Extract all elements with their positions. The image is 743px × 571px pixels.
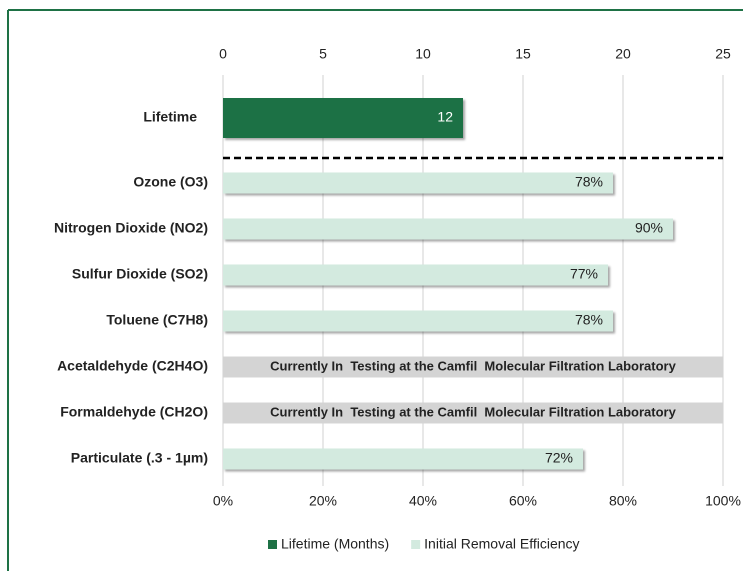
x2-tick-label: 40% [409,493,437,509]
category-label: Lifetime [143,109,197,125]
x2-tick-label: 0% [213,493,233,509]
category-label: Sulfur Dioxide (SO2) [72,266,208,282]
legend-label: Lifetime (Months) [281,536,389,552]
x-tick-label: 25 [715,46,731,62]
bar [223,98,463,138]
x2-tick-label: 100% [705,493,741,509]
legend-label: Initial Removal Efficiency [424,536,579,552]
testing-bar [223,402,723,424]
x-tick-label: 10 [415,46,431,62]
x-tick-label: 15 [515,46,531,62]
value-label: 90% [635,220,663,236]
bar [223,448,583,470]
bar [223,218,673,240]
annotation: Currently In Testing at the Camfil Molec… [270,404,676,419]
category-label: Particulate (.3 - 1µm) [71,450,208,466]
testing-bar [223,356,723,378]
category-label: Nitrogen Dioxide (NO2) [54,220,208,236]
bar [223,172,613,194]
legend-swatch [268,540,277,549]
x2-tick-label: 80% [609,493,637,509]
x-tick-label: 5 [319,46,327,62]
x2-tick-label: 20% [309,493,337,509]
value-label: 78% [575,174,603,190]
value-label: 77% [570,266,598,282]
x-tick-label: 0 [219,46,227,62]
bar [223,264,608,286]
value-label: 72% [545,450,573,466]
value-label: 78% [575,312,603,328]
category-label: Ozone (O3) [133,174,208,190]
legend-swatch [411,540,421,549]
x-tick-label: 20 [615,46,631,62]
x2-tick-label: 60% [509,493,537,509]
category-label: Formaldehyde (CH2O) [60,404,208,420]
value-label: 12 [437,109,453,125]
category-label: Acetaldehyde (C2H4O) [57,358,208,374]
bar [223,310,613,332]
category-label: Toluene (C7H8) [106,312,208,328]
annotation: Currently In Testing at the Camfil Molec… [270,358,676,373]
